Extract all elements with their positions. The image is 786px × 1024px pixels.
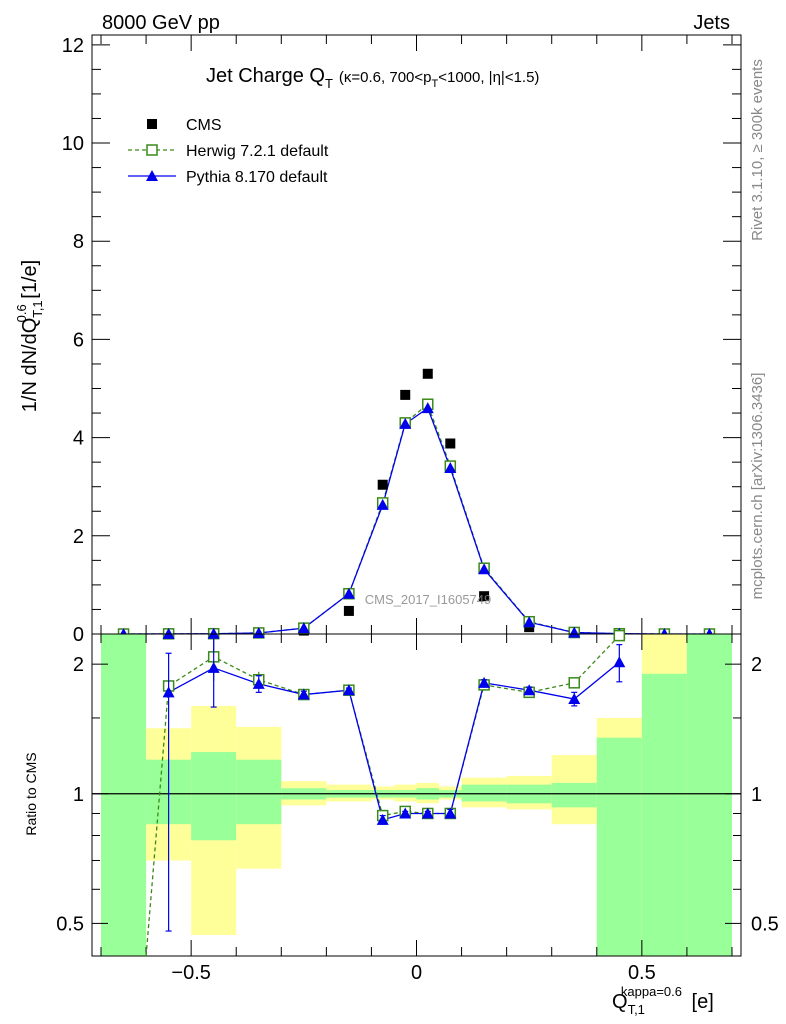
- cms-point: [422, 368, 433, 379]
- legend-label-pythia: Pythia 8.170 default: [186, 169, 328, 186]
- ratio-pythia-point: [613, 656, 626, 668]
- main-ytick-label: 10: [62, 133, 84, 155]
- x-axis-label-unit: [e]: [686, 991, 714, 1013]
- cms-point: [445, 438, 456, 449]
- legend-marker-herwig: [146, 144, 158, 156]
- x-tick-label: −0.5: [171, 962, 210, 984]
- cms-point: [479, 591, 490, 602]
- ratio-data-layer: [145, 629, 626, 957]
- main-y-label-unit: [1/e]: [19, 260, 41, 304]
- chart-title-sub: T: [325, 76, 333, 91]
- ratio-band-stat: [101, 634, 147, 956]
- ratio-ytick-label: 1: [73, 784, 84, 806]
- legend-label-cms: CMS: [186, 117, 222, 134]
- pythia-point: [421, 402, 434, 414]
- main-ytick-label: 4: [73, 428, 84, 450]
- main-ytick-label: 6: [73, 329, 84, 351]
- pythia-line: [123, 407, 710, 635]
- x-axis-label-sub: T,1: [628, 1002, 645, 1017]
- watermark: CMS_2017_I1605749: [365, 592, 492, 607]
- x-tick-label: 0.5: [628, 962, 656, 984]
- cms-point: [343, 605, 354, 616]
- ratio-ytick-label-right: 1: [751, 784, 762, 806]
- main-y-label-sub: T,1: [30, 300, 45, 317]
- header-left: 8000 GeV pp: [102, 12, 220, 34]
- x-axis-label-main: Q: [612, 991, 628, 1013]
- chart-title-cond: (κ=0.6, 700<p: [339, 69, 432, 86]
- pythia-point: [523, 616, 536, 628]
- ratio-pythia-point: [444, 807, 457, 819]
- ratio-pythia-point: [376, 813, 389, 825]
- ratio-panel: 0.5 0.5 1 1 2 2 −0.5 0 0.5: [56, 633, 779, 984]
- pythia-point: [342, 587, 355, 599]
- chart-title-main: Jet Charge Q: [206, 65, 325, 87]
- ratio-bands-layer: [101, 634, 732, 956]
- main-y-label: 1/N dN/dQT,10.6 [1/e]: [14, 260, 45, 412]
- pythia-point: [297, 622, 310, 634]
- mcplots-label: mcplots.cern.ch [arXiv:1306.3436]: [749, 373, 766, 600]
- ratio-ytick-label: 0.5: [56, 913, 84, 935]
- legend-marker-cms: [147, 119, 157, 129]
- ratio-y-label: Ratio to CMS: [23, 752, 39, 835]
- ratio-ytick-label-right: 2: [751, 654, 762, 676]
- legend-marker-pythia: [146, 170, 158, 181]
- ratio-herwig-line: [145, 635, 620, 957]
- ratio-pythia-point: [342, 684, 355, 696]
- x-axis-label: QT,1 kappa=0.6 [e]: [612, 984, 714, 1017]
- pythia-point: [568, 626, 581, 638]
- ratio-pythia-point: [162, 686, 175, 698]
- pythia-point: [399, 417, 412, 429]
- rivet-label: Rivet 3.1.10, ≥ 300k events: [749, 59, 766, 241]
- pythia-point: [252, 626, 265, 638]
- x-tick-label: 0: [411, 962, 422, 984]
- main-ytick-label: 2: [73, 526, 84, 548]
- legend: CMS Herwig 7.2.1 default Pythia 8.170 de…: [128, 117, 329, 186]
- chart-title: Jet Charge QT (κ=0.6, 700<pT<1000, |η|<1.…: [206, 65, 539, 91]
- ratio-pythia-point: [568, 693, 581, 705]
- ratio-pythia-point: [297, 688, 310, 700]
- pythia-point: [444, 462, 457, 474]
- ratio-band-stat: [236, 759, 282, 825]
- ratio-herwig-point: [568, 677, 580, 689]
- x-axis-label-sup: kappa=0.6: [621, 984, 682, 999]
- ratio-pythia-point: [421, 807, 434, 819]
- ratio-pythia-point: [399, 807, 412, 819]
- main-panel: 0 2 4 6 8 10 12: [62, 34, 742, 646]
- pythia-point: [162, 627, 175, 639]
- ratio-band-stat: [191, 752, 237, 841]
- chart-title-cond-sub: T: [431, 78, 438, 90]
- chart-title-cond-end: <1000, |η|<1.5): [438, 69, 539, 86]
- ratio-pythia-point: [207, 661, 220, 673]
- pythia-point: [478, 563, 491, 575]
- ratio-band-stat: [461, 784, 507, 802]
- ratio-ytick-label: 2: [73, 654, 84, 676]
- ratio-ytick-label-right: 0.5: [751, 913, 779, 935]
- ratio-pythia-point: [523, 684, 536, 696]
- main-ytick-label: 0: [73, 624, 84, 646]
- ratio-band-stat: [641, 673, 687, 956]
- pythia-point: [376, 498, 389, 510]
- main-y-label-main: 1/N dN/dQ: [19, 318, 41, 412]
- cms-point: [400, 389, 411, 400]
- ratio-band-stat: [686, 634, 732, 956]
- ratio-pythia-point: [252, 677, 265, 689]
- main-ytick-label: 8: [73, 231, 84, 253]
- header-right: Jets: [693, 12, 730, 34]
- cms-point: [377, 479, 388, 490]
- ratio-pythia-point: [478, 676, 491, 688]
- legend-label-herwig: Herwig 7.2.1 default: [186, 143, 329, 160]
- ratio-band-stat: [596, 737, 642, 956]
- ratio-herwig-point: [613, 629, 626, 642]
- ratio-band-stat: [551, 782, 597, 808]
- main-y-label-sup: 0.6: [14, 304, 29, 322]
- main-ytick-label: 12: [62, 35, 84, 57]
